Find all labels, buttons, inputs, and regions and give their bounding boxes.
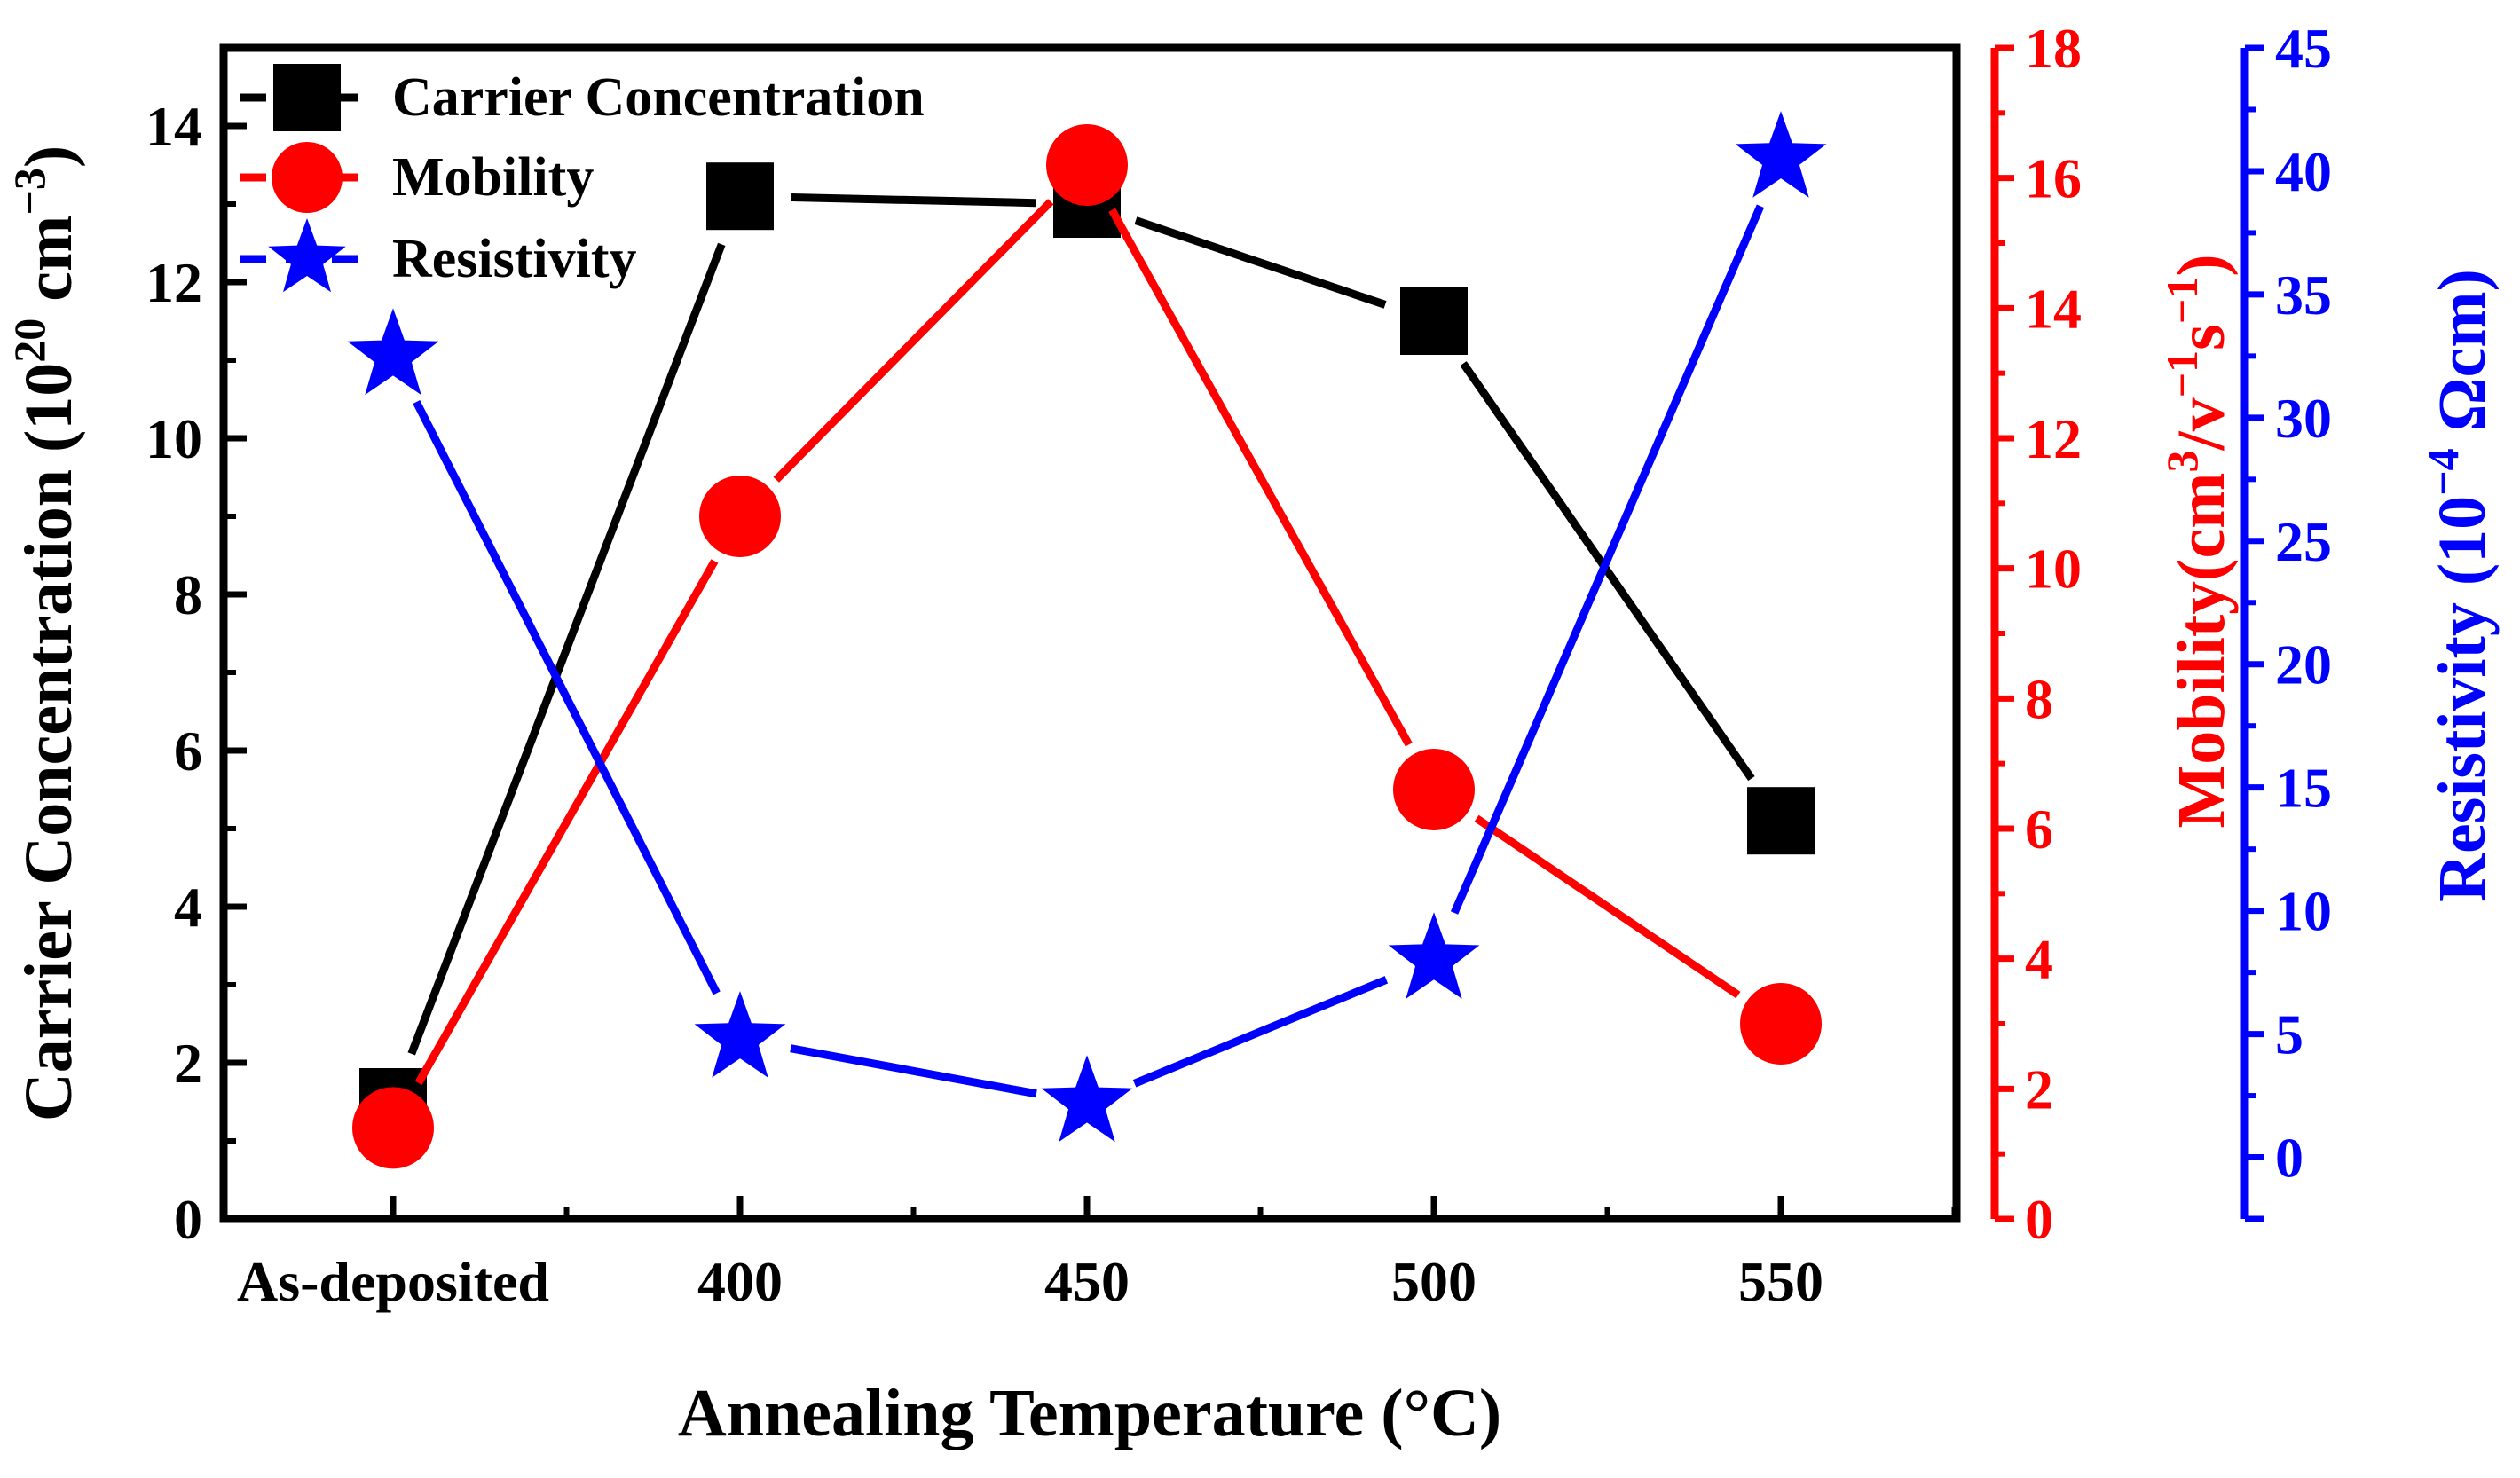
right1-tick-label: 10 <box>2025 538 2082 601</box>
data-point-star <box>1388 912 1480 999</box>
data-point-circle <box>1740 983 1822 1065</box>
series-segment <box>1474 814 1741 999</box>
series-segment <box>1134 216 1387 309</box>
series-segment <box>791 193 1036 208</box>
legend-label-resistivity: Resistivity <box>392 229 637 289</box>
mobility-axis-title-exp3: −1 <box>2157 277 2207 325</box>
mobility-axis-title-exp2: −1 <box>2157 350 2207 398</box>
resistivity-axis-title: Resistivity (10−4 Ωcm) <box>2418 269 2500 902</box>
x-axis-title: Annealing Temperature (°C) <box>678 1376 1501 1450</box>
data-point-star <box>1041 1055 1133 1143</box>
data-point-circle <box>352 1087 434 1169</box>
left-tick-label: 4 <box>174 876 202 939</box>
left-tick-label: 14 <box>146 95 202 158</box>
series-segment <box>414 559 719 1086</box>
x-tick-label: As-deposited <box>237 1250 549 1313</box>
x-tick-label: 550 <box>1738 1250 1823 1313</box>
mobility-axis-title-end: ) <box>2164 254 2239 276</box>
mobility-axis-title-main: Mobility(cm <box>2164 473 2239 829</box>
legend-label-carrier: Carrier Concentration <box>392 67 925 128</box>
resistivity-axis-title-main: Resistivity (10 <box>2425 496 2500 902</box>
series-segment <box>1132 976 1389 1088</box>
ticks-layer: As-deposited 400 450 500 5500246810121402468… <box>146 17 2332 1313</box>
series-0 <box>359 162 1815 1136</box>
mobility-axis-title: Mobility(cm3/v−1s−1) <box>2157 254 2239 828</box>
legend-marker-carrier <box>273 64 341 131</box>
right2-tick-label: 40 <box>2275 140 2332 203</box>
right2-tick-label: 15 <box>2275 757 2332 820</box>
right1-tick-label: 8 <box>2025 667 2053 730</box>
right1-tick-label: 4 <box>2025 928 2053 991</box>
data-point-square <box>706 162 774 231</box>
left-axis-title-exp2: −3 <box>4 168 54 216</box>
x-tick-label: 500 <box>1391 1250 1477 1313</box>
right1-tick-label: 14 <box>2025 277 2082 340</box>
data-point-star <box>694 991 786 1078</box>
data-point-circle <box>1046 124 1128 206</box>
left-tick-label: 10 <box>146 407 202 470</box>
series-segment <box>407 242 726 1056</box>
data-point-square <box>1747 787 1815 855</box>
data-point-star <box>1735 111 1827 198</box>
data-point-star <box>347 308 439 396</box>
right1-tick-label: 0 <box>2025 1188 2053 1251</box>
left-axis-title-mid: cm <box>12 216 86 318</box>
data-point-square <box>1400 287 1468 355</box>
legend-marker-resistivity <box>268 218 346 293</box>
legend-marker-mobility <box>272 142 343 213</box>
left-axis-title-exp: 20 <box>4 318 54 363</box>
left-tick-label: 0 <box>174 1188 202 1251</box>
left-axis-title: Carrier Concentration (1020 cm−3) <box>4 145 86 1121</box>
resistivity-axis-title-exp: −4 <box>2418 448 2468 496</box>
series-segment <box>1450 204 1765 915</box>
right2-tick-label: 0 <box>2275 1127 2303 1190</box>
data-point-circle <box>1393 749 1475 830</box>
legend-label-mobility: Mobility <box>392 147 594 208</box>
right2-tick-label: 45 <box>2275 17 2332 80</box>
series-segment <box>1460 361 1755 782</box>
right2-tick-label: 35 <box>2275 263 2332 326</box>
series-segment <box>773 199 1054 483</box>
right1-tick-label: 18 <box>2025 17 2082 80</box>
x-tick-label: 450 <box>1044 1250 1130 1313</box>
series-segment <box>790 1044 1037 1098</box>
left-tick-label: 2 <box>174 1032 202 1095</box>
series-segment <box>413 400 721 995</box>
right1-tick-label: 16 <box>2025 147 2082 210</box>
right1-tick-label: 12 <box>2025 407 2082 470</box>
x-tick-label: 400 <box>697 1250 783 1313</box>
right2-tick-label: 20 <box>2275 633 2332 696</box>
mobility-axis-title-exp: 3 <box>2157 451 2207 473</box>
right2-tick-label: 30 <box>2275 387 2332 450</box>
legend: Carrier Concentration Mobility Resistivi… <box>240 64 925 293</box>
left-axis-title-main: Carrier Concentration (10 <box>12 363 86 1121</box>
series-layer <box>347 111 1827 1169</box>
left-tick-label: 12 <box>146 251 202 314</box>
resistivity-axis-title-end: Ωcm) <box>2425 269 2500 448</box>
series-segment <box>1108 208 1413 747</box>
left-axis-title-end: ) <box>12 145 86 168</box>
series-2 <box>347 111 1827 1143</box>
right2-tick-label: 10 <box>2275 880 2332 943</box>
series-1 <box>352 124 1822 1169</box>
right1-tick-label: 2 <box>2025 1057 2053 1120</box>
mobility-axis-title-mid: /v <box>2164 397 2239 451</box>
left-tick-label: 8 <box>174 563 202 626</box>
right1-tick-label: 6 <box>2025 798 2053 861</box>
right2-tick-label: 5 <box>2275 1003 2303 1066</box>
right2-tick-label: 25 <box>2275 510 2332 573</box>
left-tick-label: 6 <box>174 719 202 782</box>
data-point-circle <box>699 476 781 557</box>
mobility-axis-title-mid2: s <box>2164 324 2239 350</box>
